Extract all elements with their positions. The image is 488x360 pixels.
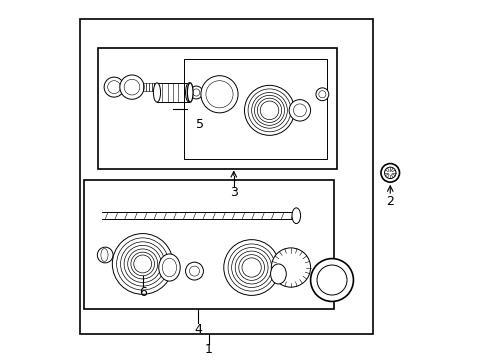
Bar xyxy=(183,59,326,158)
Circle shape xyxy=(224,240,279,296)
Circle shape xyxy=(189,86,203,99)
Text: 3: 3 xyxy=(229,186,237,199)
Circle shape xyxy=(124,246,161,283)
Circle shape xyxy=(107,81,121,94)
Circle shape xyxy=(310,258,353,301)
Circle shape xyxy=(247,89,290,132)
Bar xyxy=(80,19,372,334)
Circle shape xyxy=(254,95,284,125)
Text: 6: 6 xyxy=(139,286,146,299)
Circle shape xyxy=(271,248,310,287)
Bar xyxy=(83,180,333,309)
Circle shape xyxy=(318,91,325,98)
Circle shape xyxy=(97,247,113,263)
Ellipse shape xyxy=(159,254,180,281)
Circle shape xyxy=(231,248,271,288)
Circle shape xyxy=(316,265,346,295)
Circle shape xyxy=(315,88,328,101)
Circle shape xyxy=(227,244,275,291)
Circle shape xyxy=(235,251,267,284)
Circle shape xyxy=(257,98,281,122)
Ellipse shape xyxy=(101,249,108,261)
Circle shape xyxy=(251,93,287,128)
Text: 2: 2 xyxy=(386,195,393,208)
Ellipse shape xyxy=(162,258,176,277)
Circle shape xyxy=(189,266,199,276)
Circle shape xyxy=(384,167,395,179)
Circle shape xyxy=(131,252,154,276)
Circle shape xyxy=(238,255,264,280)
Ellipse shape xyxy=(270,264,285,284)
Circle shape xyxy=(242,258,261,277)
Circle shape xyxy=(121,242,164,286)
Circle shape xyxy=(201,76,238,113)
Circle shape xyxy=(288,100,310,121)
Circle shape xyxy=(260,101,278,120)
Ellipse shape xyxy=(187,83,193,102)
Bar xyxy=(98,48,337,169)
Circle shape xyxy=(205,81,233,108)
Circle shape xyxy=(134,255,151,273)
Circle shape xyxy=(127,249,157,279)
Circle shape xyxy=(192,89,200,96)
Text: 4: 4 xyxy=(194,323,202,336)
Circle shape xyxy=(104,77,124,97)
Ellipse shape xyxy=(153,83,160,102)
Circle shape xyxy=(124,79,140,95)
Circle shape xyxy=(244,85,294,135)
Ellipse shape xyxy=(291,208,300,224)
Text: 1: 1 xyxy=(204,343,212,356)
Circle shape xyxy=(293,104,305,117)
Circle shape xyxy=(112,234,173,294)
Circle shape xyxy=(380,163,399,182)
Circle shape xyxy=(185,262,203,280)
Circle shape xyxy=(120,75,144,99)
Circle shape xyxy=(116,238,168,290)
Ellipse shape xyxy=(185,83,192,102)
Text: 5: 5 xyxy=(196,118,203,131)
